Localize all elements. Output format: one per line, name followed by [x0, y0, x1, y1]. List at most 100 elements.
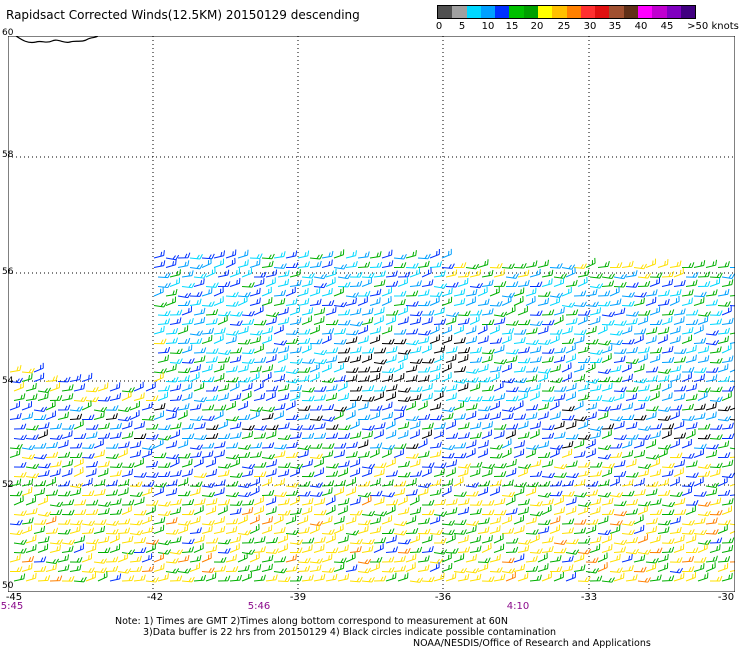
wind-barb [421, 462, 435, 468]
wind-barb [477, 448, 488, 458]
wind-barb [529, 574, 542, 582]
wind-barb [613, 500, 627, 507]
wind-barb [297, 298, 310, 306]
wind-barb [117, 527, 131, 534]
wind-barb [385, 280, 399, 287]
wind-barb [261, 563, 273, 572]
wind-barb [33, 519, 47, 525]
wind-barb [549, 328, 563, 335]
wind-barb [609, 553, 621, 563]
wind-barb [465, 482, 479, 488]
wind-barb [397, 353, 408, 363]
wind-barb [669, 526, 682, 534]
wind-barb [357, 414, 371, 421]
wind-barb [649, 347, 663, 354]
wind-barb [661, 381, 672, 392]
wind-barb [345, 374, 358, 382]
wind-barb [397, 430, 409, 439]
wind-barb [525, 529, 539, 535]
wind-barb [133, 496, 145, 506]
wind-barb [177, 367, 191, 374]
wind-barb [673, 572, 685, 582]
wind-barb [205, 544, 218, 553]
wind-barb [465, 368, 479, 374]
wind-barb [25, 507, 38, 515]
wind-barb [345, 336, 358, 344]
wind-barb [285, 565, 298, 572]
wind-barb [177, 337, 191, 344]
wind-barb [165, 254, 180, 261]
wind-barb [165, 529, 179, 535]
wind-barb [493, 317, 506, 325]
wind-barb [213, 296, 224, 306]
wind-barb [169, 383, 182, 392]
wind-barb [489, 262, 503, 269]
wind-barb [201, 363, 213, 373]
wind-barb [357, 450, 370, 458]
wind-barb [369, 366, 383, 373]
wind-barb [249, 410, 260, 420]
wind-barb [673, 279, 686, 287]
wind-barb [157, 435, 172, 441]
wind-barb [193, 543, 204, 553]
wind-barb [705, 529, 719, 535]
wind-barb [369, 288, 382, 297]
wind-barb [721, 422, 734, 430]
wind-barb [601, 280, 615, 287]
wind-barb [637, 315, 649, 325]
wind-barb [261, 476, 272, 487]
wind-barb [169, 506, 182, 515]
wind-barb [165, 364, 177, 373]
wind-barb [573, 527, 587, 534]
wind-barb [157, 310, 171, 317]
wind-barb [445, 432, 459, 439]
wind-barb [493, 281, 507, 287]
wind-barb [553, 354, 566, 363]
wind-barb [697, 433, 711, 440]
wind-barb [537, 325, 549, 335]
wind-barb [565, 496, 577, 506]
lon-label-minus42: -42 [146, 592, 164, 603]
wind-barb [669, 557, 683, 563]
wind-barb [25, 544, 37, 553]
wind-barb [409, 268, 421, 278]
wind-barb [573, 479, 586, 487]
wind-barb [297, 413, 310, 420]
wind-barb [189, 291, 203, 297]
wind-barb [541, 396, 555, 402]
wind-barb [201, 257, 212, 268]
wind-barb [217, 433, 231, 439]
wind-barb [157, 385, 171, 392]
wind-barb [349, 431, 362, 439]
wind-barb [589, 543, 601, 553]
wind-barb [117, 478, 130, 487]
wind-barb [189, 263, 204, 270]
wind-barb [441, 372, 452, 382]
wind-barb [685, 422, 698, 430]
wind-barb [357, 375, 370, 382]
wind-barb [85, 396, 99, 403]
wind-barb [717, 556, 731, 563]
wind-barb [457, 573, 470, 582]
wind-barb [609, 476, 620, 487]
wind-barb [513, 287, 525, 297]
wind-barb [345, 477, 356, 487]
wind-barb [193, 505, 204, 515]
wind-barb [693, 443, 707, 450]
wind-barb [181, 422, 195, 430]
wind-barb [477, 562, 489, 572]
wind-barb [645, 454, 660, 460]
wind-barb [109, 533, 120, 544]
wind-barb [681, 262, 695, 268]
wind-barb [705, 402, 717, 411]
wind-barb [661, 356, 675, 363]
wind-barb [357, 335, 369, 344]
wind-barb [529, 345, 542, 354]
wind-barb [489, 567, 503, 573]
wind-barb [553, 386, 567, 392]
wind-barb [249, 406, 264, 413]
wind-barb [489, 400, 500, 411]
wind-barb [165, 557, 179, 564]
wind-barb [493, 533, 504, 544]
wind-barb [553, 572, 564, 582]
